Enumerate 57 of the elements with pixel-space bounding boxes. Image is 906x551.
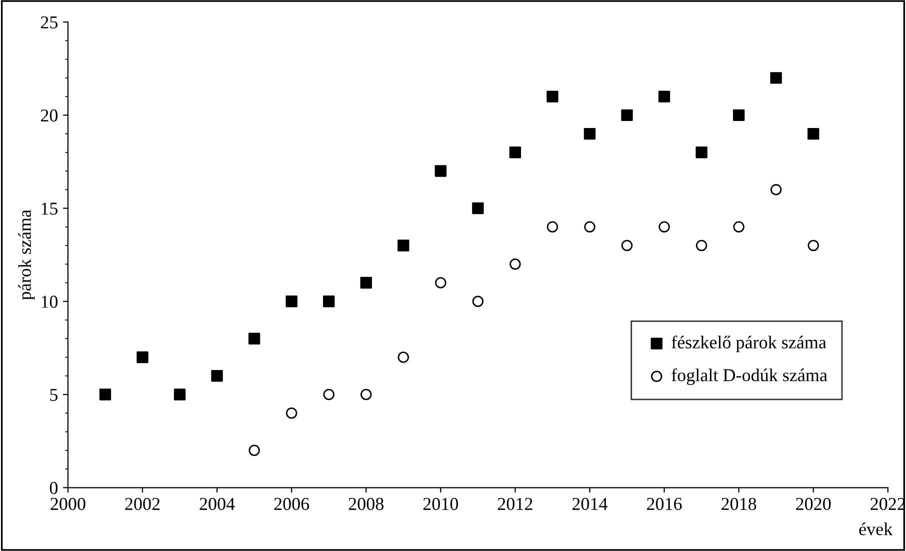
point	[248, 332, 260, 344]
y-tick-label: 0	[50, 482, 58, 494]
x-axis-title: évek	[859, 522, 893, 536]
x-tick-label: 2006	[274, 498, 310, 510]
point	[807, 128, 820, 140]
point	[658, 90, 670, 102]
point	[733, 221, 744, 233]
point	[136, 351, 148, 364]
point	[546, 221, 558, 233]
point	[323, 388, 334, 400]
x-tick-label: 2002	[125, 498, 160, 510]
point	[696, 240, 708, 252]
point	[286, 296, 298, 308]
point	[509, 146, 522, 158]
x-tick-label: 2010	[423, 498, 458, 510]
point	[174, 388, 186, 400]
point	[732, 109, 745, 122]
point	[398, 352, 409, 363]
x-tick-label: 2014	[572, 498, 608, 510]
point	[248, 444, 260, 456]
point	[621, 109, 633, 122]
point	[584, 128, 596, 140]
point	[99, 388, 112, 400]
point	[770, 184, 782, 196]
point	[621, 240, 633, 252]
point	[322, 296, 335, 308]
y-tick-label: 5	[50, 388, 58, 401]
point	[510, 258, 521, 270]
x-tick-label: 2020	[796, 498, 831, 510]
point	[472, 202, 484, 214]
point	[770, 72, 782, 84]
x-tick-label: 2004	[200, 498, 235, 510]
y-tick-label: 20	[40, 109, 58, 122]
x-tick-label: 2008	[348, 498, 384, 510]
x-tick-label: 2018	[722, 498, 756, 510]
point	[435, 277, 446, 288]
point	[398, 240, 410, 252]
legend-label: foglalt D-odúk száma	[672, 368, 828, 386]
y-axis-title: párok száma	[18, 210, 35, 300]
y-tick-label: 15	[42, 202, 58, 215]
y-tick-label: 10	[42, 296, 58, 308]
point	[211, 370, 223, 382]
x-tick-label: 2016	[647, 498, 682, 510]
point	[658, 221, 670, 233]
legend-label: fészkelő párok száma	[672, 336, 826, 352]
point	[360, 388, 372, 400]
point	[472, 296, 484, 308]
point	[360, 276, 372, 289]
point	[546, 90, 558, 102]
x-tick-label: 2000	[50, 498, 86, 510]
point	[434, 165, 446, 177]
point	[696, 146, 708, 158]
x-tick-label: 2012	[498, 498, 532, 510]
y-tick-label: 25	[40, 16, 58, 28]
point	[286, 408, 298, 419]
point	[584, 221, 596, 233]
point	[808, 240, 819, 252]
